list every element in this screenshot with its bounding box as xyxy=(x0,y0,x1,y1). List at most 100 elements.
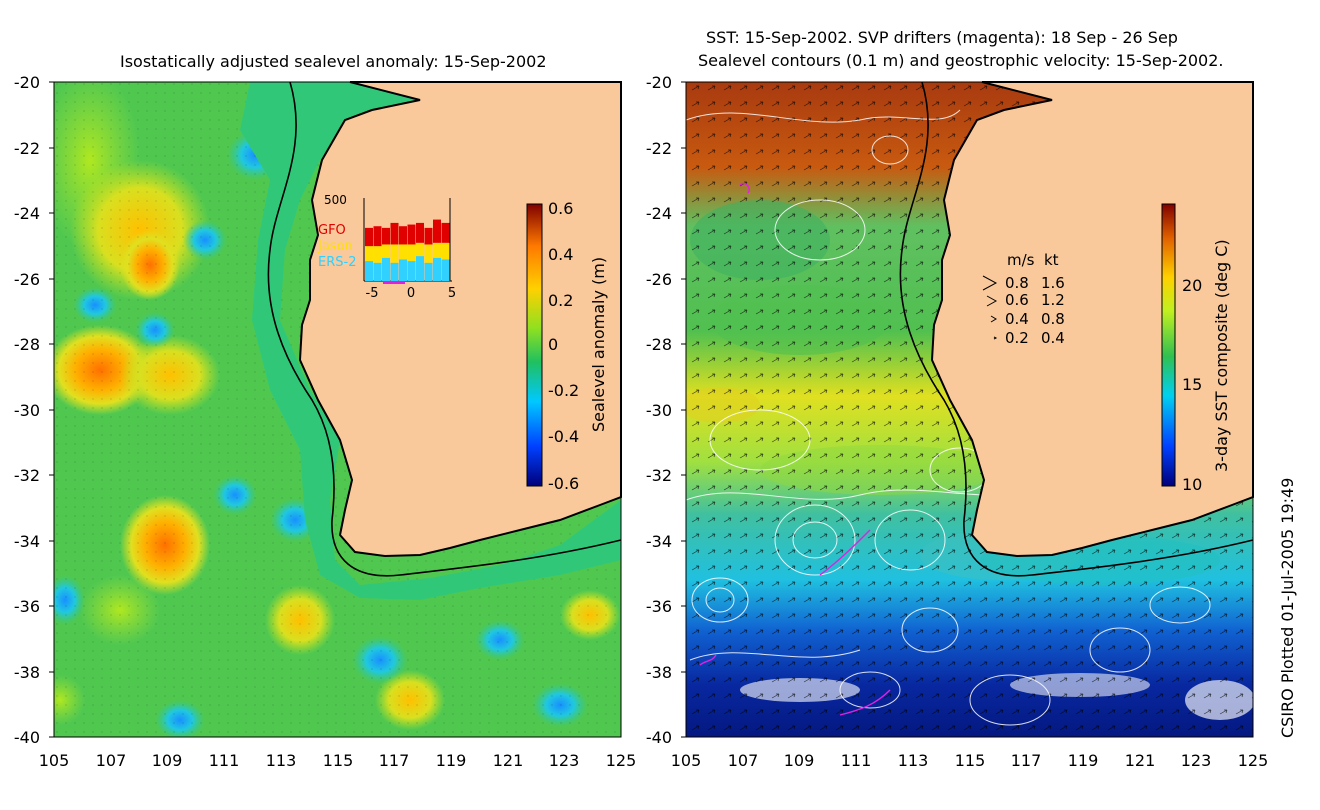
right-map-title-line1: SST: 15-Sep-2002. SVP drifters (magenta)… xyxy=(706,28,1178,47)
inset-bar-jason xyxy=(416,242,424,257)
left-lat-label: -34 xyxy=(14,532,40,551)
right-lat-label: -34 xyxy=(646,532,672,551)
left-lat-label: -38 xyxy=(14,663,40,682)
inset-bar-jason xyxy=(407,244,416,262)
inset-x-tick: 0 xyxy=(407,286,415,301)
left-lat-label: -36 xyxy=(14,597,40,616)
velocity-key-header-ms: m/s xyxy=(1007,251,1035,269)
inset-bar-jason xyxy=(424,244,433,263)
left-colorbar-tick: -0.2 xyxy=(548,381,579,400)
inset-bar-jason xyxy=(390,244,399,263)
left-lon-label: 113 xyxy=(266,751,297,770)
left-colorbar-tick: 0 xyxy=(548,335,558,354)
right-lon-tick-labels: 105 107 109 111 113 115 117 119 121 123 … xyxy=(671,751,1269,770)
right-lon-label: 107 xyxy=(728,751,759,770)
velocity-arrow-icon xyxy=(982,275,998,291)
left-lat-label: -40 xyxy=(14,728,40,747)
right-colorbar-ramp xyxy=(1161,203,1176,487)
left-lat-label: -26 xyxy=(14,270,40,289)
inset-x-tick: 5 xyxy=(448,286,456,301)
right-lat-label: -36 xyxy=(646,597,672,616)
inset-bar-ers2 xyxy=(399,259,407,281)
velocity-arrow-icon xyxy=(993,336,998,340)
inset-legend-ers2: ERS-2 xyxy=(318,255,356,270)
inset-bar-jason xyxy=(382,244,390,258)
left-lat-tick-labels: -20 -22 -24 -26 -28 -30 -32 -34 -36 -38 … xyxy=(14,73,40,747)
right-lat-label: -26 xyxy=(646,270,672,289)
right-colorbar: 20 15 10 3-day SST composite (deg C) xyxy=(1161,203,1231,494)
inset-bar-gfo xyxy=(365,227,373,247)
inset-bar-ers2 xyxy=(390,262,399,281)
right-lon-label: 109 xyxy=(784,751,815,770)
right-map-area xyxy=(685,81,1254,738)
left-lon-label: 107 xyxy=(96,751,127,770)
inset-bar-gfo xyxy=(399,226,407,245)
right-lon-label: 115 xyxy=(955,751,986,770)
right-colorbar-tick: 20 xyxy=(1182,276,1202,295)
velocity-key-ms: 0.4 xyxy=(1005,310,1029,328)
inset-bar-ers2 xyxy=(407,261,416,281)
right-colorbar-tick-labels: 20 15 10 xyxy=(1182,276,1202,494)
right-lon-label: 123 xyxy=(1181,751,1212,770)
right-lon-label: 121 xyxy=(1125,751,1156,770)
left-colorbar-ramp xyxy=(526,203,543,487)
inset-legend-gfo: GFO xyxy=(318,223,346,238)
velocity-key-kt: 1.2 xyxy=(1041,291,1065,309)
velocity-key-kt: 0.4 xyxy=(1041,329,1065,347)
left-colorbar-tick: 0.6 xyxy=(548,199,573,218)
inset-bar-gfo xyxy=(390,222,399,245)
left-colorbar-tick-labels: 0.6 0.4 0.2 0 -0.2 -0.4 -0.6 xyxy=(548,199,579,493)
drifter-track xyxy=(819,529,871,576)
inset-legend-jason: Jason xyxy=(317,239,353,254)
left-lon-label: 119 xyxy=(436,751,467,770)
inset-bar-jason xyxy=(373,246,382,263)
inset-bar-ers2 xyxy=(424,262,433,281)
drifter-track xyxy=(839,689,891,716)
inset-bar-gfo xyxy=(373,226,382,247)
right-lon-label: 105 xyxy=(671,751,702,770)
inset-drifter-span xyxy=(383,281,405,284)
velocity-arrow-icon xyxy=(986,295,998,307)
right-lon-label: 111 xyxy=(841,751,872,770)
inset-bar-jason xyxy=(399,244,407,260)
right-lat-label: -32 xyxy=(646,466,672,485)
left-lon-label: 121 xyxy=(493,751,524,770)
left-lon-label: 115 xyxy=(323,751,354,770)
right-lon-label: 125 xyxy=(1238,751,1269,770)
inset-bar-jason xyxy=(441,242,450,260)
left-lat-label: -22 xyxy=(14,139,40,158)
right-colorbar-tick: 10 xyxy=(1182,475,1202,494)
drifter-track xyxy=(739,182,750,194)
velocity-key-ms: 0.6 xyxy=(1005,291,1029,309)
inset-bar-ers2 xyxy=(382,257,390,281)
plot-timestamp-note: CSIRO Plotted 01-Jul-2005 19:49 xyxy=(1278,477,1297,738)
velocity-key-kt: 1.6 xyxy=(1041,274,1065,292)
left-colorbar-tick: -0.4 xyxy=(548,427,579,446)
left-lon-label: 125 xyxy=(606,751,637,770)
drifter-track xyxy=(699,654,717,666)
right-lat-label: -38 xyxy=(646,663,672,682)
left-map-title: Isostatically adjusted sealevel anomaly:… xyxy=(120,52,547,71)
right-map-title-line2: Sealevel contours (0.1 m) and geostrophi… xyxy=(698,51,1224,70)
inset-bar-ers2 xyxy=(441,259,450,281)
inset-legend: GFO Jason ERS-2 xyxy=(317,223,356,270)
inset-bar-gfo xyxy=(407,224,416,245)
right-lon-label: 119 xyxy=(1068,751,1099,770)
inset-bar-ers2 xyxy=(373,262,382,281)
left-colorbar-tick: 0.4 xyxy=(548,245,573,264)
left-lat-ticks xyxy=(49,81,54,738)
inset-bar-gfo xyxy=(416,222,424,243)
velocity-key-kt: 0.8 xyxy=(1041,310,1065,328)
right-lat-label: -22 xyxy=(646,139,672,158)
right-lon-label: 113 xyxy=(898,751,929,770)
left-colorbar-label: Sealevel anomaly (m) xyxy=(589,257,608,432)
right-lon-label: 117 xyxy=(1011,751,1042,770)
right-lat-tick-labels: -20 -22 -24 -26 -28 -30 -32 -34 -36 -38 … xyxy=(646,73,672,747)
left-lat-label: -20 xyxy=(14,73,40,92)
right-lat-label: -28 xyxy=(646,335,672,354)
inset-bar-gfo xyxy=(441,222,450,243)
inset-bars xyxy=(365,219,450,281)
right-lat-ticks xyxy=(681,81,686,738)
left-lon-label: 111 xyxy=(209,751,240,770)
